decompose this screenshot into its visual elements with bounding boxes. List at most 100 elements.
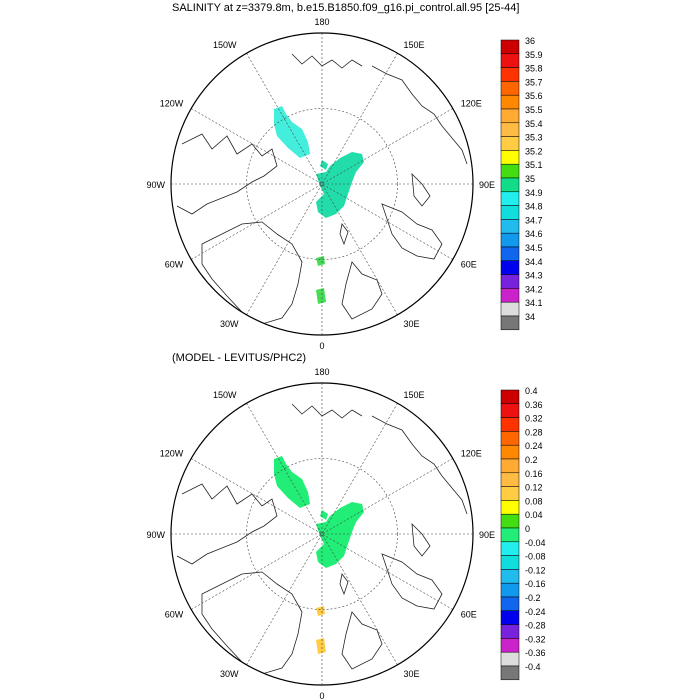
colorbar-box: [500, 136, 520, 151]
colorbar-box: [500, 246, 520, 262]
colorbar-label: -0.32: [525, 634, 546, 644]
colorbar-box: [500, 472, 520, 487]
lon-label-left: 90W: [146, 180, 165, 190]
lon-label-mid-left-lower: 60W: [165, 260, 184, 270]
lon-label-mid-right-upper: 120E: [461, 99, 482, 109]
colorbar-box: [500, 527, 520, 543]
colorbar-box: [500, 582, 520, 598]
colorbar-box: [500, 651, 520, 667]
colorbar-box: [500, 610, 520, 625]
colorbar-label: 34.4: [525, 257, 543, 267]
colorbar-box: [500, 417, 520, 432]
coastline: [411, 172, 431, 207]
colorbar-label: 0.28: [525, 427, 543, 437]
lon-label-mid-left-lower: 60W: [165, 610, 184, 620]
panel-2: 180 0 90W 90E 150W 150E 120W 120E 60W 60E 30W 30E 0.…: [146, 367, 545, 700]
map-content: [171, 383, 473, 685]
coastline: [201, 221, 303, 325]
colorbar-box: [500, 177, 520, 193]
colorbar-label: 34: [525, 312, 535, 322]
colorbar-label: 35.7: [525, 77, 543, 87]
coastline: [341, 261, 383, 320]
coastline: [291, 403, 363, 419]
colorbar-label: 36: [525, 36, 535, 46]
coastline: [201, 571, 303, 675]
lon-label-right: 90E: [479, 530, 495, 540]
coastline: [381, 203, 443, 260]
colorbar-box: [500, 444, 520, 460]
colorbar-label: 0.16: [525, 469, 543, 479]
colorbar-label: 0.2: [525, 455, 538, 465]
colorbar-label: -0.4: [525, 662, 541, 672]
lon-label-upper-right: 150E: [404, 390, 425, 400]
lon-label-mid-left-upper: 120W: [160, 99, 184, 109]
colorbar-label: 35.4: [525, 119, 543, 129]
colorbar-box: [500, 665, 520, 681]
field-canada-basin: [274, 106, 310, 158]
colorbar-box: [500, 624, 520, 639]
colorbar-box: [500, 67, 520, 82]
colorbar-label: 35.2: [525, 146, 543, 156]
colorbar-label: 35.3: [525, 133, 543, 143]
colorbar-box: [500, 81, 520, 96]
lon-label-top: 180: [314, 367, 329, 377]
colorbar-box: [500, 315, 520, 331]
map-content: [171, 33, 473, 335]
lon-label-upper-left: 150W: [213, 40, 237, 50]
coastline: [341, 611, 383, 670]
colorbar-label: 0: [525, 524, 530, 534]
field-canada-basin: [274, 456, 310, 508]
colorbar-label: 0.04: [525, 510, 543, 520]
colorbar-box: [500, 219, 520, 234]
lon-label-bottom: 0: [319, 341, 324, 351]
coastline: [176, 483, 278, 565]
field-eurasian-basin: [316, 152, 364, 218]
colorbar-label: 35.6: [525, 91, 543, 101]
map-border: [170, 382, 474, 686]
latitude-circle: [246, 108, 398, 260]
colorbar-box: [500, 596, 520, 612]
coastline: [291, 53, 363, 69]
colorbar-label: 0.12: [525, 483, 543, 493]
lon-label-upper-right: 150E: [404, 40, 425, 50]
colorbar-box: [500, 513, 520, 529]
map-border: [170, 32, 474, 336]
colorbar-label: -0.28: [525, 621, 546, 631]
lon-label-mid-right-lower: 60E: [461, 610, 477, 620]
lon-label-left: 90W: [146, 530, 165, 540]
colorbar-label: -0.12: [525, 565, 546, 575]
coastline: [339, 223, 349, 246]
colorbar-box: [500, 486, 520, 501]
panel2-title: (MODEL - LEVITUS/PHC2): [172, 352, 307, 364]
colorbar-label: 35.9: [525, 50, 543, 60]
colorbar-box: [500, 274, 520, 289]
coastline: [176, 133, 278, 215]
colorbar-box: [500, 53, 520, 68]
colorbar-box: [500, 389, 520, 405]
colorbar-label: 0.4: [525, 386, 538, 396]
colorbar-label: 35.1: [525, 160, 543, 170]
colorbar-label: -0.16: [525, 579, 546, 589]
colorbar-label: -0.36: [525, 648, 546, 658]
lon-label-right: 90E: [479, 180, 495, 190]
coastline: [339, 573, 349, 596]
colorbar-box: [500, 431, 520, 446]
panel1-title: SALINITY at z=3379.8m, b.e15.B1850.f09_g…: [172, 2, 520, 14]
colorbar-label: -0.2: [525, 593, 541, 603]
lon-label-lower-left: 30W: [220, 669, 239, 679]
lon-label-top: 180: [314, 17, 329, 27]
colorbar-label: -0.04: [525, 538, 546, 548]
colorbar-box: [500, 205, 520, 220]
colorbar-label: 35.5: [525, 105, 543, 115]
lon-label-lower-right: 30E: [404, 319, 420, 329]
colorbar-label: 0.24: [525, 441, 543, 451]
colorbar-label: 35: [525, 174, 535, 184]
colorbar-box: [500, 108, 520, 124]
latitude-circle: [246, 458, 398, 610]
colorbar-label: 0.08: [525, 496, 543, 506]
colorbar-label: 34.8: [525, 202, 543, 212]
panel-1: 180 0 90W 90E 150W 150E 120W 120E 60W 60E 30W 30E 36…: [146, 17, 542, 351]
colorbar-label: -0.08: [525, 552, 546, 562]
coastline: [371, 65, 468, 165]
colorbar-box: [500, 39, 520, 55]
